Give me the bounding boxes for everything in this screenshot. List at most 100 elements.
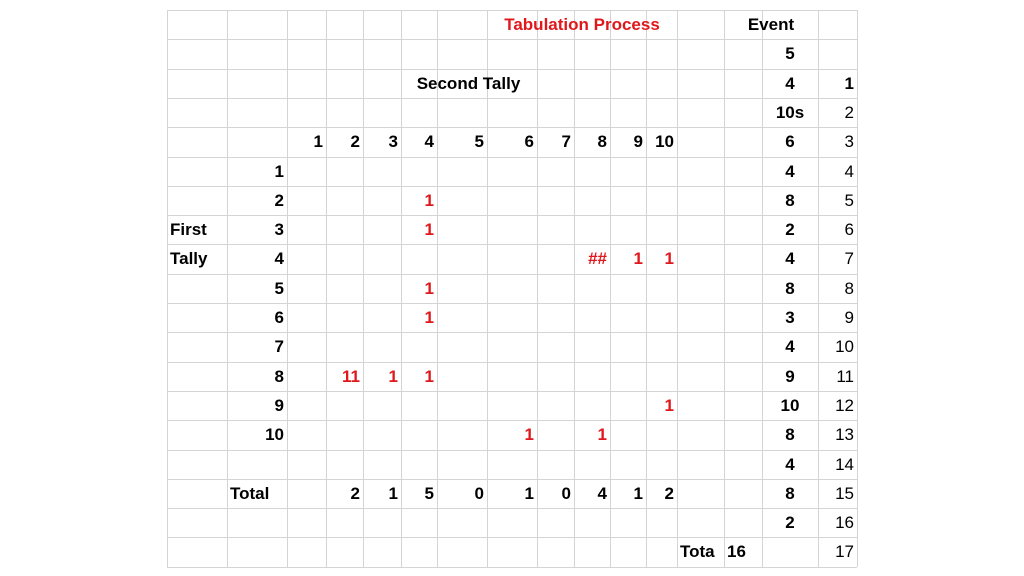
event-index[interactable] — [818, 39, 857, 68]
tota-value[interactable]: 16 — [727, 542, 746, 562]
tally-cell[interactable]: 1 — [424, 190, 434, 210]
event-value[interactable]: 8 — [785, 278, 795, 298]
event-index[interactable]: 14 — [835, 454, 854, 474]
tally-cell[interactable] — [537, 391, 574, 420]
tally-cell[interactable] — [537, 157, 574, 186]
event-index[interactable]: 9 — [844, 308, 854, 327]
first-label[interactable]: First — [170, 220, 207, 240]
tally-cell[interactable] — [363, 274, 401, 303]
event-value[interactable]: 8 — [785, 190, 795, 210]
tally-cell[interactable] — [287, 391, 326, 420]
total-label[interactable]: Total — [230, 483, 270, 503]
event-index[interactable]: 10 — [835, 337, 854, 357]
tally-cell[interactable] — [610, 420, 646, 449]
row-header[interactable]: 5 — [274, 278, 284, 298]
tally-cell[interactable] — [326, 420, 363, 449]
tally-cell[interactable] — [574, 332, 610, 361]
tally-cell[interactable] — [401, 391, 437, 420]
tally-cell[interactable] — [537, 244, 574, 273]
column-header[interactable]: 2 — [350, 132, 360, 152]
event-index[interactable]: 4 — [844, 161, 854, 181]
tally-cell[interactable] — [646, 186, 677, 215]
column-header[interactable]: 7 — [561, 132, 571, 152]
tally-cell[interactable]: 1 — [388, 366, 398, 386]
event-value[interactable]: 10s — [775, 102, 805, 122]
row-header[interactable]: 8 — [274, 366, 284, 386]
event-index[interactable]: 15 — [835, 483, 854, 503]
total-cell[interactable]: 1 — [524, 483, 534, 503]
tally-cell[interactable] — [646, 362, 677, 391]
tally-cell[interactable] — [487, 274, 537, 303]
tally-cell[interactable] — [287, 186, 326, 215]
tally-cell[interactable] — [437, 332, 487, 361]
tally-cell[interactable] — [610, 157, 646, 186]
tally-cell[interactable] — [363, 157, 401, 186]
row-header[interactable]: 3 — [274, 220, 284, 240]
tally-cell[interactable] — [437, 215, 487, 244]
column-header[interactable]: 1 — [313, 132, 323, 152]
tally-cell[interactable] — [437, 362, 487, 391]
tally-cell[interactable] — [287, 332, 326, 361]
tally-cell[interactable] — [287, 244, 326, 273]
tally-cell[interactable] — [437, 391, 487, 420]
tally-cell[interactable]: 1 — [424, 220, 434, 240]
tally-cell[interactable] — [487, 303, 537, 332]
tally-cell[interactable] — [537, 362, 574, 391]
tally-cell[interactable] — [610, 274, 646, 303]
event-value[interactable] — [762, 537, 818, 566]
total-cell[interactable]: 2 — [664, 483, 674, 503]
tally-cell[interactable] — [326, 215, 363, 244]
tally-cell[interactable] — [363, 332, 401, 361]
tally-cell[interactable] — [363, 391, 401, 420]
tally-cell[interactable] — [610, 303, 646, 332]
column-header[interactable]: 10 — [655, 132, 674, 152]
event-index[interactable]: 2 — [844, 102, 854, 122]
tally-cell[interactable] — [363, 215, 401, 244]
tally-cell[interactable] — [487, 186, 537, 215]
tally-cell[interactable] — [437, 244, 487, 273]
tally-cell[interactable] — [437, 186, 487, 215]
tally-cell[interactable] — [437, 157, 487, 186]
tally-cell[interactable] — [487, 244, 537, 273]
tally-cell[interactable] — [287, 157, 326, 186]
event-index[interactable]: 3 — [844, 132, 854, 152]
tally-cell[interactable] — [287, 303, 326, 332]
tally-cell[interactable] — [326, 391, 363, 420]
tally-cell[interactable] — [487, 391, 537, 420]
tally-cell[interactable]: 1 — [664, 395, 674, 415]
tally-cell[interactable] — [326, 186, 363, 215]
tally-cell[interactable] — [437, 420, 487, 449]
tally-cell[interactable] — [363, 244, 401, 273]
tally-cell[interactable]: 1 — [424, 366, 434, 386]
tally-cell[interactable] — [574, 362, 610, 391]
event-value[interactable]: 6 — [785, 132, 795, 152]
tally-cell[interactable] — [401, 420, 437, 449]
tally-cell[interactable] — [487, 215, 537, 244]
tally-cell[interactable] — [363, 186, 401, 215]
tally-cell[interactable] — [646, 332, 677, 361]
tally-cell[interactable] — [537, 420, 574, 449]
tally-cell[interactable] — [574, 186, 610, 215]
column-header[interactable]: 9 — [633, 132, 643, 152]
event-index[interactable]: 11 — [836, 366, 854, 386]
column-header[interactable]: 4 — [424, 132, 434, 152]
event-index[interactable]: 12 — [835, 395, 854, 415]
tally-cell[interactable] — [646, 420, 677, 449]
tally-cell[interactable] — [487, 332, 537, 361]
tally-cell[interactable] — [610, 186, 646, 215]
total-cell[interactable]: 4 — [597, 483, 607, 503]
tally-cell[interactable] — [487, 362, 537, 391]
tally-cell[interactable] — [326, 332, 363, 361]
tally-cell[interactable] — [574, 274, 610, 303]
row-header[interactable]: 9 — [274, 395, 284, 415]
tally-cell[interactable] — [537, 186, 574, 215]
event-index[interactable]: 17 — [835, 542, 854, 562]
row-header[interactable]: 2 — [274, 190, 284, 210]
tally-cell[interactable] — [610, 391, 646, 420]
tally-cell[interactable] — [574, 303, 610, 332]
row-header[interactable]: 7 — [274, 337, 284, 357]
tally-cell[interactable] — [401, 157, 437, 186]
tally-cell[interactable] — [401, 244, 437, 273]
event-value[interactable]: 2 — [785, 513, 795, 533]
tally-cell[interactable] — [437, 274, 487, 303]
